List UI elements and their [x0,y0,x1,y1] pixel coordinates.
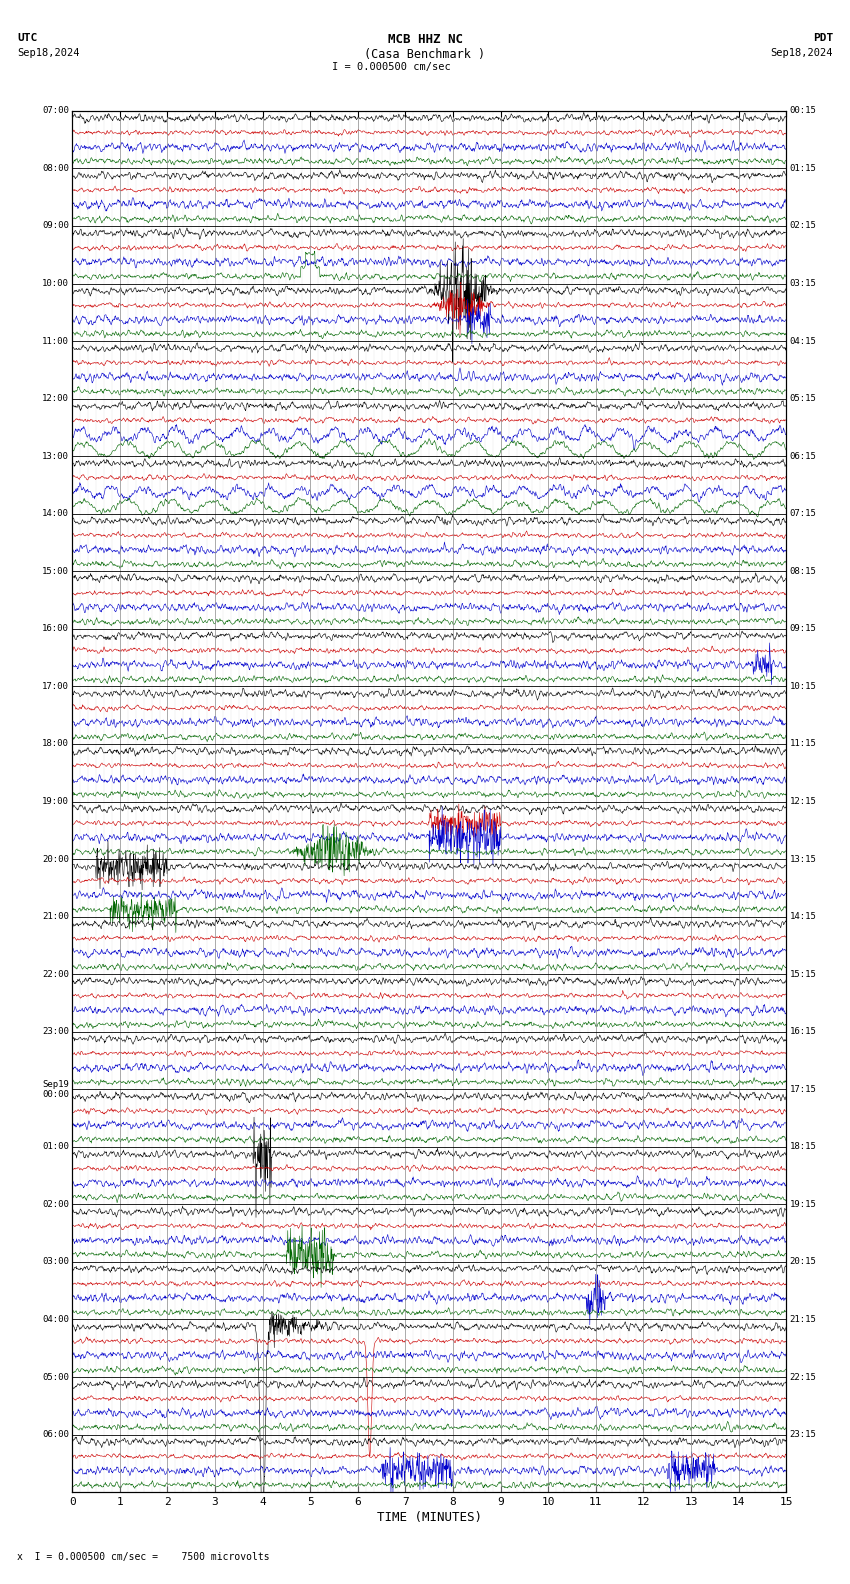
Text: 00:15: 00:15 [790,106,817,116]
Text: 02:15: 02:15 [790,222,817,231]
Text: 19:00: 19:00 [42,797,69,806]
Text: 14:00: 14:00 [42,508,69,518]
Text: 10:15: 10:15 [790,681,817,691]
Text: 11:00: 11:00 [42,336,69,345]
Text: 03:00: 03:00 [42,1258,69,1267]
Text: 09:00: 09:00 [42,222,69,231]
Text: 16:15: 16:15 [790,1026,817,1036]
Text: 13:00: 13:00 [42,451,69,461]
Text: 13:15: 13:15 [790,854,817,863]
Text: 10:00: 10:00 [42,279,69,288]
Text: 19:15: 19:15 [790,1199,817,1209]
Text: 17:15: 17:15 [790,1085,817,1095]
Text: 07:15: 07:15 [790,508,817,518]
Text: 14:15: 14:15 [790,912,817,922]
Text: 16:00: 16:00 [42,624,69,634]
Text: (Casa Benchmark ): (Casa Benchmark ) [365,48,485,60]
Text: 03:15: 03:15 [790,279,817,288]
Text: 02:00: 02:00 [42,1199,69,1209]
Text: 23:00: 23:00 [42,1026,69,1036]
Text: 15:00: 15:00 [42,567,69,577]
Text: 07:00: 07:00 [42,106,69,116]
Text: 08:00: 08:00 [42,163,69,173]
Text: 08:15: 08:15 [790,567,817,577]
Text: 11:15: 11:15 [790,740,817,749]
Text: I = 0.000500 cm/sec: I = 0.000500 cm/sec [332,62,450,71]
Text: 04:15: 04:15 [790,336,817,345]
Text: x  I = 0.000500 cm/sec =    7500 microvolts: x I = 0.000500 cm/sec = 7500 microvolts [17,1552,269,1562]
Text: 18:00: 18:00 [42,740,69,749]
Text: 06:00: 06:00 [42,1430,69,1440]
Text: 17:00: 17:00 [42,681,69,691]
Text: 21:00: 21:00 [42,912,69,922]
Text: 22:15: 22:15 [790,1372,817,1381]
Text: 05:00: 05:00 [42,1372,69,1381]
Text: 23:15: 23:15 [790,1430,817,1440]
Text: 01:00: 01:00 [42,1142,69,1152]
Text: 04:00: 04:00 [42,1315,69,1324]
Text: UTC: UTC [17,33,37,43]
Text: 05:15: 05:15 [790,394,817,404]
Text: 18:15: 18:15 [790,1142,817,1152]
X-axis label: TIME (MINUTES): TIME (MINUTES) [377,1511,482,1524]
Text: 20:00: 20:00 [42,854,69,863]
Text: 20:15: 20:15 [790,1258,817,1267]
Text: PDT: PDT [813,33,833,43]
Text: 21:15: 21:15 [790,1315,817,1324]
Text: 22:00: 22:00 [42,969,69,979]
Text: Sep18,2024: Sep18,2024 [17,48,80,57]
Text: 01:15: 01:15 [790,163,817,173]
Text: 15:15: 15:15 [790,969,817,979]
Text: 12:15: 12:15 [790,797,817,806]
Text: 12:00: 12:00 [42,394,69,404]
Text: MCB HHZ NC: MCB HHZ NC [388,33,462,46]
Text: Sep19
00:00: Sep19 00:00 [42,1080,69,1099]
Text: 09:15: 09:15 [790,624,817,634]
Text: 06:15: 06:15 [790,451,817,461]
Text: Sep18,2024: Sep18,2024 [770,48,833,57]
